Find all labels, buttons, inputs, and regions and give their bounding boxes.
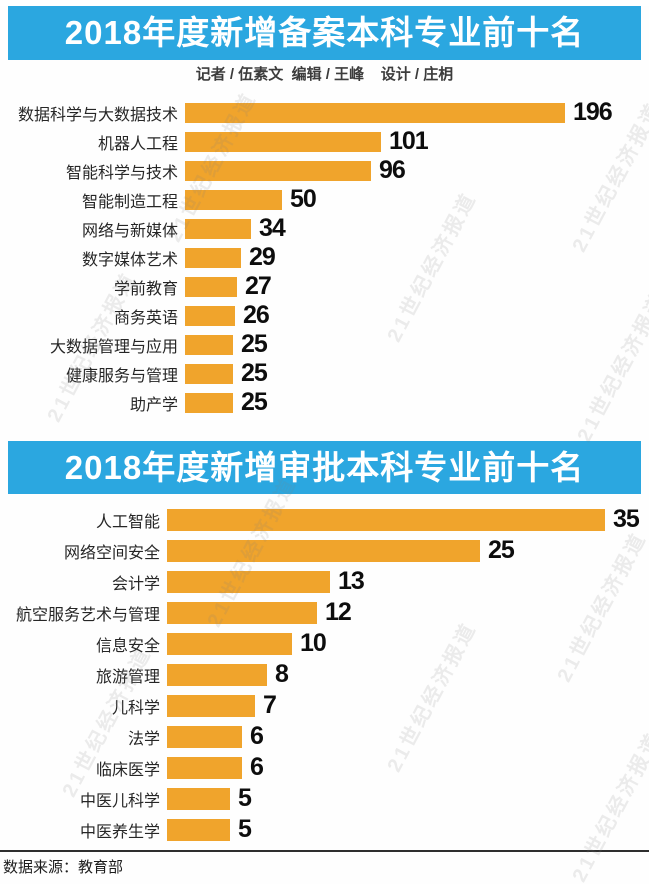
chart-row: 会计学 13 <box>0 566 649 597</box>
value-bar <box>167 663 267 686</box>
chart-row: 临床医学 6 <box>0 752 649 783</box>
chart-row: 机器人工程 101 <box>0 127 649 156</box>
value-bar <box>185 392 233 413</box>
value-bar <box>167 756 242 779</box>
category-label: 会计学 <box>111 575 160 593</box>
chart-row: 学前教育 27 <box>0 272 649 301</box>
category-label: 儿科学 <box>111 699 160 717</box>
category-label: 中医儿科学 <box>79 792 160 810</box>
chart-row: 助产学 25 <box>0 388 649 417</box>
value-label: 6 <box>250 722 264 750</box>
value-label: 13 <box>338 567 365 595</box>
chart-row: 法学 6 <box>0 721 649 752</box>
section-gap <box>0 417 649 441</box>
category-label: 网络空间安全 <box>63 544 160 562</box>
value-bar <box>167 787 230 810</box>
category-label: 旅游管理 <box>95 668 160 686</box>
value-bar <box>167 818 230 841</box>
chart-row: 健康服务与管理 25 <box>0 359 649 388</box>
category-label: 大数据管理与应用 <box>49 338 178 356</box>
value-bar <box>185 218 251 239</box>
data-source: 数据来源：教育部 <box>3 859 124 876</box>
value-label: 27 <box>245 272 272 300</box>
value-bar <box>167 570 330 593</box>
value-label: 10 <box>300 629 327 657</box>
chart-row: 网络与新媒体 34 <box>0 214 649 243</box>
byline: 记者 / 伍素文 编辑 / 王峰 设计 / 庄枂 <box>195 66 454 83</box>
value-bar <box>185 131 381 152</box>
value-bar <box>167 601 317 624</box>
value-label: 34 <box>259 214 286 242</box>
value-label: 25 <box>241 330 268 358</box>
value-label: 101 <box>389 127 429 155</box>
value-label: 5 <box>238 784 252 812</box>
category-label: 机器人工程 <box>97 135 178 153</box>
category-label: 航空服务艺术与管理 <box>15 606 160 624</box>
value-label: 35 <box>613 505 640 533</box>
chart-row: 儿科学 7 <box>0 690 649 721</box>
value-label: 25 <box>488 536 515 564</box>
chart-row: 智能科学与技术 96 <box>0 156 649 185</box>
value-bar <box>167 539 480 562</box>
value-bar <box>167 632 292 655</box>
chart-row: 网络空间安全 25 <box>0 535 649 566</box>
category-label: 健康服务与管理 <box>65 367 178 385</box>
chart-2-title-banner: 2018年度新增审批本科专业前十名 <box>8 441 641 494</box>
value-label: 25 <box>241 359 268 387</box>
value-bar <box>185 247 241 268</box>
value-label: 96 <box>379 156 406 184</box>
category-label: 助产学 <box>129 396 178 414</box>
value-label: 12 <box>325 598 352 626</box>
value-bar <box>185 276 237 297</box>
value-label: 29 <box>249 243 276 271</box>
value-label: 6 <box>250 753 264 781</box>
chart-row: 数据科学与大数据技术 196 <box>0 98 649 127</box>
chart-row: 信息安全 10 <box>0 628 649 659</box>
chart-row: 大数据管理与应用 25 <box>0 330 649 359</box>
category-label: 临床医学 <box>95 761 160 779</box>
category-label: 学前教育 <box>113 280 178 298</box>
chart-row: 智能制造工程 50 <box>0 185 649 214</box>
chart-row: 商务英语 26 <box>0 301 649 330</box>
value-label: 8 <box>275 660 289 688</box>
category-label: 数据科学与大数据技术 <box>17 106 178 124</box>
category-label: 网络与新媒体 <box>81 222 178 240</box>
category-label: 智能科学与技术 <box>65 164 178 182</box>
category-label: 数字媒体艺术 <box>81 251 178 269</box>
category-label: 法学 <box>127 730 160 748</box>
value-bar <box>185 363 233 384</box>
value-bar <box>185 189 282 210</box>
value-bar <box>185 334 233 355</box>
value-bar <box>185 102 565 123</box>
value-bar <box>167 694 255 717</box>
chart-row: 航空服务艺术与管理 12 <box>0 597 649 628</box>
value-bar <box>167 725 242 748</box>
value-label: 50 <box>290 185 317 213</box>
category-label: 商务英语 <box>113 309 178 327</box>
category-label: 中医养生学 <box>79 823 160 841</box>
value-label: 26 <box>243 301 270 329</box>
chart-row: 中医儿科学 5 <box>0 783 649 814</box>
chart-row: 数字媒体艺术 29 <box>0 243 649 272</box>
category-label: 信息安全 <box>95 637 160 655</box>
chart-1-rows: 数据科学与大数据技术 196 机器人工程 101 智能科学与技术 96 智能制造工程 50 网络… <box>0 98 649 417</box>
footer-divider <box>0 850 649 852</box>
value-bar <box>185 305 235 326</box>
chart-2-rows: 人工智能 35 网络空间安全 25 会计学 13 航空服务艺术与管理 12 信息安全 10 旅游管理… <box>0 504 649 845</box>
chart-1-title-banner: 2018年度新增备案本科专业前十名 <box>8 6 641 60</box>
value-label: 5 <box>238 815 252 843</box>
value-label: 196 <box>573 98 613 126</box>
value-bar <box>185 160 371 181</box>
category-label: 智能制造工程 <box>81 193 178 211</box>
chart-row: 旅游管理 8 <box>0 659 649 690</box>
infographic-page: 2018年度新增备案本科专业前十名 记者 / 伍素文 编辑 / 王峰 设计 / … <box>0 6 649 884</box>
value-label: 7 <box>263 691 277 719</box>
chart-row: 中医养生学 5 <box>0 814 649 845</box>
value-label: 25 <box>241 388 268 416</box>
chart-row: 人工智能 35 <box>0 504 649 535</box>
value-bar <box>167 508 605 531</box>
category-label: 人工智能 <box>95 513 160 531</box>
